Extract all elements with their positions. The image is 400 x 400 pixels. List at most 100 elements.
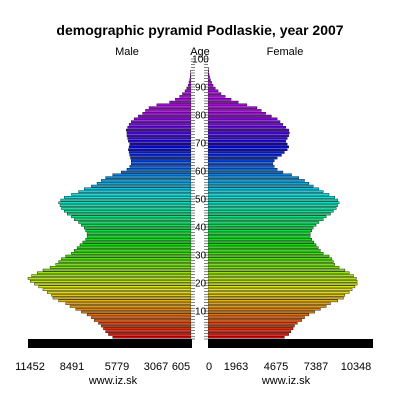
male-bar-age-79 (138, 114, 192, 118)
age-axis-ticks: 10 20 30 40 50 60 70 80 90 100 (191, 55, 209, 340)
female-bar-age-11 (207, 305, 327, 308)
female-bar-age-57 (207, 176, 299, 179)
age-tick-label-80: 80 (195, 111, 207, 122)
male-bar-age-84 (169, 100, 192, 104)
male-bar-age-37 (86, 232, 192, 235)
female-bar-age-83 (207, 103, 248, 107)
female-bar-age-65 (207, 153, 282, 157)
male-bar-age-64 (130, 156, 192, 160)
male-bar-age-60 (126, 167, 192, 171)
male-bar-age-43 (71, 215, 192, 219)
male-bar-age-25 (49, 266, 192, 269)
male-bar-age-85 (175, 97, 192, 101)
male-bar-age-74 (126, 128, 192, 132)
male-bar-age-28 (61, 257, 192, 261)
footer-credit-right: www.iz.sk (261, 375, 311, 387)
male-bar-age-83 (156, 103, 192, 107)
male-bar-age-32 (76, 246, 192, 249)
male-bar-age-48 (58, 201, 192, 205)
male-bar-age-57 (105, 176, 192, 179)
male-bar-age-23 (37, 271, 192, 275)
male-bar-age-80 (142, 111, 192, 115)
female-bar-age-15 (207, 294, 346, 297)
male-bar-age-38 (85, 229, 192, 233)
female-bar-age-76 (207, 123, 284, 126)
age-axis-band (191, 58, 208, 341)
male-bar-age-73 (126, 131, 192, 135)
male-bar-age-44 (66, 212, 192, 216)
male-bar-age-27 (58, 260, 192, 263)
female-bar-age-46 (207, 207, 337, 210)
male-bar-age-82 (148, 106, 192, 109)
female-bar-age-93 (207, 75, 210, 79)
female-bar-age-34 (207, 240, 315, 244)
female-bar-age-44 (207, 212, 331, 216)
male-bar-age-72 (126, 134, 192, 137)
male-bar-age-36 (86, 235, 192, 238)
male-bar-age-34 (82, 240, 192, 244)
male-bar-age-67 (128, 148, 192, 151)
male-bar-age-1 (108, 333, 192, 336)
male-bar-age-9 (81, 310, 192, 314)
female-bar-age-41 (207, 221, 320, 224)
female-bar-age-85 (207, 97, 232, 101)
chart-title: demographic pyramid Podlaskie, year 2007 (56, 22, 343, 38)
male-bar-age-42 (74, 218, 192, 221)
male-bar-age-47 (59, 204, 192, 207)
age-tick-label-100: 100 (192, 55, 209, 66)
female-bar-age-45 (207, 209, 334, 213)
male-bar-age-30 (71, 251, 192, 255)
female-bar-age-4 (207, 324, 295, 328)
male-bar-age-13 (58, 299, 192, 303)
female-bar-age-20 (207, 280, 358, 283)
female-bar-age-73 (207, 131, 290, 135)
female-bar-age-12 (207, 302, 331, 305)
female-bar-age-56 (207, 179, 305, 182)
age-tick-label-30: 30 (195, 251, 207, 262)
male-bar-age-29 (65, 254, 192, 258)
male-bar-age-89 (186, 86, 192, 90)
male-x-tick-label: 5779 (105, 361, 129, 373)
female-bar-age-78 (207, 117, 278, 121)
female-bar-age-86 (207, 95, 226, 98)
male-bar-age-16 (47, 291, 192, 294)
male-bars (27, 69, 192, 339)
male-bar-age-41 (78, 221, 192, 224)
female-bars (207, 67, 358, 339)
male-bar-age-70 (128, 139, 192, 143)
male-bar-age-5 (98, 322, 192, 325)
female-bar-age-38 (207, 229, 312, 233)
male-bar-age-87 (182, 92, 192, 95)
female-bar-age-55 (207, 181, 310, 185)
female-bar-age-3 (207, 327, 294, 331)
male-bar-age-92 (189, 78, 192, 81)
male-bar-age-88 (184, 89, 192, 93)
female-bar-age-84 (207, 100, 239, 104)
male-bar-age-65 (129, 153, 192, 157)
female-bar-age-61 (207, 165, 275, 168)
male-bar-age-75 (127, 125, 192, 129)
female-bar-age-80 (207, 111, 266, 115)
male-bar-age-78 (133, 117, 192, 121)
male-bar-age-81 (145, 109, 192, 112)
male-bar-age-8 (86, 313, 192, 317)
male-bar-age-56 (101, 179, 192, 182)
female-bar-age-70 (207, 139, 287, 143)
male-bar-age-94 (190, 72, 192, 76)
female-bar-age-90 (207, 83, 214, 87)
female-bar-age-7 (207, 316, 305, 319)
male-bar-age-66 (128, 151, 192, 154)
female-bar-age-62 (207, 162, 274, 165)
male-bar-age-14 (52, 296, 192, 300)
female-bar-age-23 (207, 271, 350, 275)
male-label: Male (115, 46, 139, 58)
female-bar-age-94 (207, 72, 210, 76)
male-bar-age-4 (101, 324, 192, 328)
female-bar-age-6 (207, 319, 302, 322)
female-bar-age-95 (207, 69, 209, 73)
female-bar-age-58 (207, 173, 292, 177)
female-bar-age-64 (207, 156, 278, 160)
female-bar-age-31 (207, 249, 321, 252)
male-bar-age-22 (31, 274, 192, 277)
male-bar-age-53 (84, 187, 192, 191)
